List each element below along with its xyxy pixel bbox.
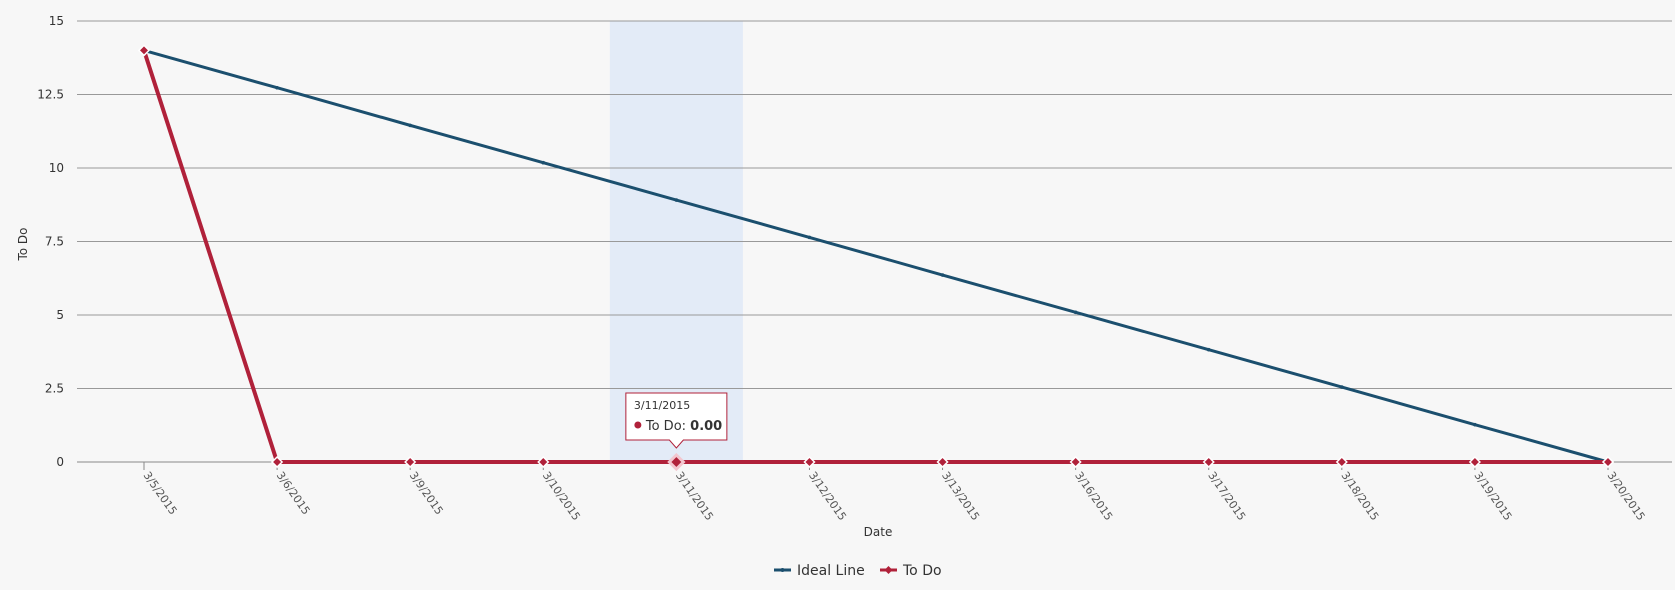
x-tick-label: 3/11/2015 [673, 469, 716, 523]
y-tick-label: 2.5 [45, 382, 64, 396]
series-line-to-do [142, 49, 1608, 464]
tooltip-series-label: To Do: [645, 419, 690, 434]
data-point-ideal [1206, 347, 1211, 352]
tooltip-series-dot [634, 421, 642, 429]
series-line-ideal-line [143, 48, 1609, 464]
x-tick-label: 3/5/2015 [141, 469, 180, 517]
legend-label-ideal-line: Ideal Line [797, 563, 865, 579]
y-tick-label: 7.5 [45, 235, 64, 249]
tooltip-box [625, 392, 728, 449]
data-point-todo [1069, 455, 1082, 469]
tooltip: 3/11/2015 To Do: 0.00 [625, 392, 728, 449]
data-point-ideal [408, 123, 412, 128]
x-tick-label: 3/10/2015 [540, 469, 583, 523]
data-point-todo [1335, 455, 1348, 469]
x-tick-label: 3/20/2015 [1605, 469, 1648, 523]
x-tick-label: 3/9/2015 [407, 469, 446, 517]
data-point-todo [1601, 455, 1615, 469]
tooltip-date: 3/11/2015 [634, 399, 690, 412]
legend-marker-ideal-line [780, 568, 785, 572]
data-point-todo [1468, 455, 1481, 469]
data-point-todo [936, 455, 949, 469]
y-tick-label: 10 [49, 161, 64, 175]
x-tick-label: 3/13/2015 [939, 469, 982, 523]
y-axis-title: To Do [16, 227, 30, 261]
data-point-ideal [541, 160, 546, 165]
legend-item-to-do: To Do [880, 563, 942, 579]
data-point-todo [667, 452, 686, 472]
x-tick-label: 3/6/2015 [274, 469, 313, 517]
y-tick-label: 12.5 [37, 88, 64, 102]
data-point-ideal [275, 85, 279, 90]
legend-item-ideal-line: Ideal Line [774, 563, 865, 579]
data-point-todo [137, 44, 151, 57]
x-tick-label: 3/17/2015 [1205, 469, 1248, 523]
x-tick-label: 3/16/2015 [1072, 469, 1115, 523]
x-tick-label: 3/19/2015 [1471, 469, 1514, 523]
tooltip-value: 0.00 [690, 419, 722, 434]
x-tick-label: 3/18/2015 [1338, 469, 1381, 523]
data-point-ideal [1473, 422, 1477, 427]
data-point-todo [803, 455, 816, 469]
data-point-ideal [807, 235, 812, 240]
y-tick-label: 15 [49, 14, 64, 28]
x-axis-title: Date [864, 525, 893, 539]
y-tick-label: 5 [56, 308, 64, 322]
tooltip-series-text: To Do: 0.00 [645, 419, 722, 434]
data-point-ideal [674, 198, 679, 202]
data-point-ideal [940, 273, 945, 277]
legend-label-to-do: To Do [902, 563, 942, 579]
x-tick-label: 3/12/2015 [806, 469, 849, 523]
data-point-todo [271, 455, 284, 469]
legend-marker-to-do [884, 566, 893, 574]
data-point-todo [537, 455, 550, 469]
y-tick-label: 0 [56, 455, 64, 469]
data-point-todo [1202, 455, 1215, 469]
data-point-ideal [1340, 385, 1344, 389]
data-point-ideal [1073, 310, 1078, 315]
data-point-todo [404, 455, 417, 469]
